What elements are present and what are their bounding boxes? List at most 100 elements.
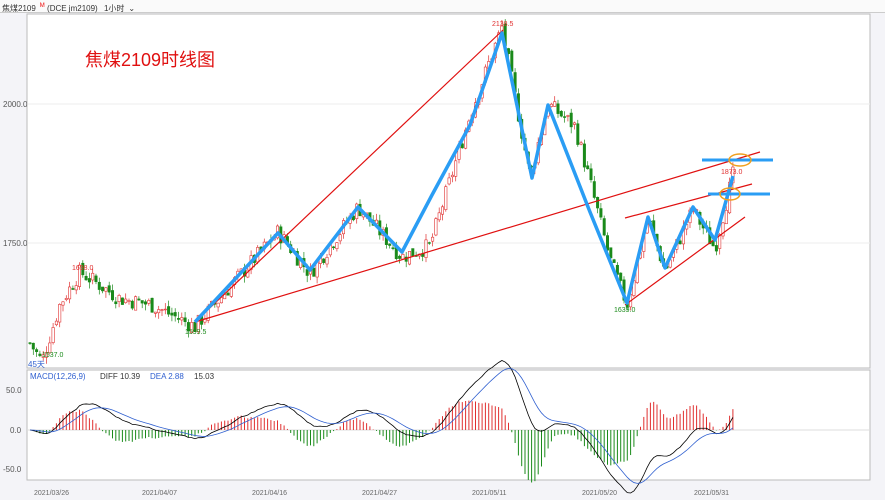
candle xyxy=(579,142,583,145)
candle xyxy=(305,269,309,276)
trend-line xyxy=(194,29,504,323)
candle xyxy=(434,218,438,236)
candle xyxy=(388,243,392,246)
macd-value: 15.03 xyxy=(194,372,215,381)
chevron-down-icon[interactable]: ⌄ xyxy=(128,3,136,13)
candle xyxy=(226,292,230,296)
price-label: 1698.0 xyxy=(72,265,94,272)
candle xyxy=(177,318,181,320)
candle xyxy=(48,342,52,354)
x-tick: 2021/05/20 xyxy=(582,490,617,497)
macd-name[interactable]: MACD(12,26,9) xyxy=(30,372,86,381)
candle xyxy=(97,281,101,290)
candle xyxy=(87,278,91,283)
candle xyxy=(401,254,405,260)
zigzag-wave xyxy=(193,31,735,324)
candle xyxy=(153,311,157,314)
trend-line xyxy=(624,216,746,306)
candle xyxy=(440,206,444,215)
price-label: 1537.0 xyxy=(42,352,64,359)
candle xyxy=(582,143,586,168)
candle xyxy=(78,264,82,287)
candle xyxy=(322,258,326,263)
candle xyxy=(124,298,128,304)
candle xyxy=(454,160,458,177)
candle xyxy=(147,300,151,304)
candle xyxy=(193,321,197,332)
period-select[interactable]: 1小时 xyxy=(103,3,125,13)
candle xyxy=(216,302,220,308)
candle xyxy=(28,342,32,344)
price-label: 1599.5 xyxy=(185,329,207,336)
candle xyxy=(678,240,682,245)
candle xyxy=(619,272,623,281)
candle xyxy=(325,257,329,265)
candle xyxy=(615,264,619,275)
candle xyxy=(609,247,613,259)
highlight-circle xyxy=(719,187,741,201)
x-tick: 2021/04/27 xyxy=(362,490,397,497)
candle xyxy=(114,301,118,305)
candle xyxy=(104,287,108,292)
y-tick: 1750.0 xyxy=(3,239,28,248)
candle xyxy=(510,50,514,72)
x-tick: 2021/04/07 xyxy=(142,490,177,497)
candle xyxy=(431,236,435,242)
macd-diff: DIFF 10.39 xyxy=(100,372,141,381)
candle xyxy=(150,297,154,313)
candle xyxy=(130,300,134,309)
candle xyxy=(196,314,200,332)
candle xyxy=(44,352,48,358)
candle xyxy=(589,168,593,181)
symbol-name: 焦煤2109 xyxy=(2,3,36,13)
symbol-code: (DCE jm2109) xyxy=(47,3,98,13)
candle xyxy=(351,215,355,221)
candle xyxy=(553,101,557,107)
candle xyxy=(444,186,448,210)
candle xyxy=(127,300,131,302)
candle xyxy=(335,242,339,250)
highlight-circle xyxy=(728,153,752,167)
candle xyxy=(563,116,567,118)
flag: M xyxy=(39,3,45,9)
candle xyxy=(391,247,395,249)
candle xyxy=(556,103,560,114)
candle xyxy=(54,320,58,326)
candle xyxy=(718,234,722,249)
candle xyxy=(576,123,580,145)
trend-line xyxy=(194,151,761,323)
candle xyxy=(58,304,62,323)
candle xyxy=(167,306,171,315)
candle xyxy=(599,208,603,218)
candle xyxy=(572,122,576,125)
candle xyxy=(596,196,600,209)
candle xyxy=(31,342,35,350)
candle xyxy=(332,246,336,249)
candle xyxy=(183,317,187,322)
candle xyxy=(35,349,39,352)
candle xyxy=(111,290,115,301)
candle xyxy=(566,115,570,117)
candle xyxy=(450,174,454,178)
macd-tick: 0.0 xyxy=(10,426,22,435)
candle xyxy=(724,209,728,225)
candle xyxy=(170,312,174,316)
candle xyxy=(140,300,144,304)
candle xyxy=(91,272,95,281)
x-tick: 2021/04/16 xyxy=(252,490,287,497)
candle xyxy=(51,327,55,343)
macd-tick: 50.0 xyxy=(6,386,22,395)
candle xyxy=(64,298,68,300)
dea-line xyxy=(29,368,734,484)
candle xyxy=(173,312,177,317)
candle xyxy=(592,181,596,198)
period-label: 45天 xyxy=(28,360,45,369)
candle xyxy=(101,286,105,292)
candle xyxy=(186,322,190,332)
candle xyxy=(398,255,402,259)
candle xyxy=(74,285,78,291)
candle xyxy=(411,248,415,257)
candle xyxy=(612,259,616,263)
candle xyxy=(559,110,563,117)
candle xyxy=(120,297,124,305)
